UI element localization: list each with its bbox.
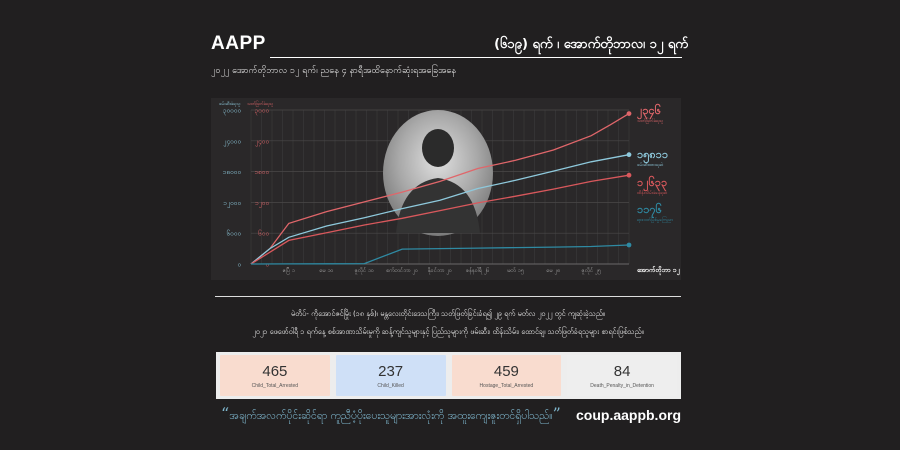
y-tick-label-right: ၃၀၀၀: [254, 107, 269, 116]
y-tick-label-left: ၀: [237, 261, 241, 269]
series-end-value: ၁၁၇၆: [637, 203, 662, 219]
series-name: သတ်ဖြတ်ခံရသူ: [637, 117, 663, 124]
stat-label: Child_Total_Arrested: [251, 382, 299, 389]
x-tick-label: နိုဝင်ဘာ ၂၀: [428, 266, 452, 275]
y-tick-label-left: ၁၈၀၀၀: [223, 168, 242, 176]
series-line: [250, 244, 630, 265]
x-tick-label: ဇူလိုင် ၂၅: [582, 266, 601, 275]
stat-label: Hostage_Total_Arrested: [479, 382, 534, 389]
stat-value: 84: [613, 362, 631, 380]
x-end-label: အောက်တိုဘာ ၁၂: [637, 266, 680, 276]
y-tick-label-left: ၆၀၀၀: [226, 230, 241, 238]
series-end-point: [626, 152, 632, 158]
x-tick-label: မေ ၁၀: [320, 268, 334, 274]
portrait-body: [396, 178, 480, 233]
series-end-point: [626, 111, 632, 116]
stat-card-death-penalty: 84 Death_Penalty_in_Detention: [567, 355, 677, 396]
x-tick-label: မေ ၂၈: [547, 268, 561, 275]
chart-end-labels: ၂၃၄၆သတ်ဖြတ်ခံရသူ၁၅၈၁၁ဖမ်းဆီးထားရဆဲ၁၂၆၃၃ထ…: [637, 104, 673, 223]
y-tick-label-left: ၃၀၀၀၀: [223, 107, 242, 116]
stat-value: 237: [378, 362, 404, 380]
series-line: [250, 154, 630, 265]
series-name: ရာဇဝတ်ပြစ်မှုကြေညာ: [637, 216, 673, 223]
stat-card-child-killed: 237 Child_Killed: [335, 355, 446, 396]
stat-card-hostage-arrested: 459 Hostage_Total_Arrested: [451, 355, 562, 396]
series-line: [250, 174, 630, 265]
open-quote-icon: “: [221, 404, 230, 423]
y-tick-label-right: ၁၈၀၀: [254, 168, 269, 176]
y-tick-label-left: ၁၂၀၀၀: [223, 199, 241, 208]
brand-logo-text: AAPP: [211, 33, 266, 54]
top-divider: [270, 57, 682, 58]
stat-label: Death_Penalty_in_Detention: [590, 382, 654, 389]
portrait-photo: [383, 110, 493, 236]
series-line: [250, 113, 630, 265]
headline: (၆၁၉) ရက် ၊ အောက်တိုဘာလ၊ ၁၂ ရက်: [494, 37, 688, 52]
series-name: ဖမ်းဆီးထားရဆဲ: [637, 162, 664, 168]
middle-divider: [215, 296, 681, 297]
series-end-value: ၁၅၈၁၁: [637, 148, 669, 164]
series-end-value: ၂၃၄၆: [637, 104, 661, 120]
x-tick-label: ဇူလိုင် ၁၀: [355, 266, 374, 275]
acknowledgement-text: အချက်အလက်ပိုင်းဆိုင်ရာ ကူညီပံ့ပိုးပေးသူမ…: [229, 410, 553, 422]
x-tick-label: ဇန်နဝါရီ ၂၆: [466, 266, 490, 275]
chart-series: [250, 111, 632, 265]
series-end-point: [626, 242, 632, 248]
y-tick-label-left: ၂၄၀၀၀: [223, 137, 241, 146]
portrait-head: [422, 129, 454, 167]
x-tick-label: မတ် ၁၅: [507, 266, 523, 275]
timeline-chart: ၀၀၆၀၀၀ ၆၀၀၁၂၀၀၀ ၁၂၀၀၁၈၀၀၀ ၁၈၀၀၂၄၀၀၀ ၂၄၀၀၃၀၀၀…: [211, 98, 681, 280]
stat-value: 459: [493, 362, 519, 380]
y-tick-label-right: ၂၄၀၀: [255, 137, 270, 146]
x-tick-label: ဧပြီ ၁: [283, 266, 295, 275]
stat-value: 465: [262, 362, 288, 380]
close-quote-icon: ”: [552, 404, 561, 423]
stats-bar: 465 Child_Total_Arrested 237 Child_Kille…: [216, 352, 681, 399]
axis-legend-right: သတ်ဖြတ်ခံရသူ: [247, 100, 273, 107]
axis-legend-left: ဖမ်းဆီးခံရသူ: [219, 101, 241, 107]
subtitle: ၂၀၂၂ အောက်တိုဘာလ ၁၂ ရက်၊ ညနေ ၄ နာရီအထိနေ…: [211, 66, 456, 76]
series-end-value: ၁၂၆၃၃: [637, 176, 668, 192]
caption-line-2: ၂၀၂၁ ဖေဖော်ဝါရီ ၁ ရက်နေ့ စစ်အာဏာသိမ်းမှု…: [252, 327, 644, 336]
x-tick-label: စက်တင်ဘာ ၂၀: [386, 266, 418, 275]
acknowledgement-note: “အချက်အလက်ပိုင်းဆိုင်ရာ ကူညီပံ့ပိုးပေးသူ…: [221, 404, 561, 425]
y-tick-label-right: ၆၀၀: [258, 230, 269, 238]
series-name: ထိန်းသိမ်းခံနေရဆဲ: [637, 190, 668, 196]
stat-label: Child_Killed: [377, 382, 404, 389]
stat-card-child-arrested: 465 Child_Total_Arrested: [220, 355, 330, 396]
website-url[interactable]: coup.aappb.org: [576, 407, 681, 423]
chart-axes: ၀၀၆၀၀၀ ၆၀၀၁၂၀၀၀ ၁၂၀၀၁၈၀၀၀ ၁၈၀၀၂၄၀၀၀ ၂၄၀၀၃၀၀၀…: [219, 100, 680, 276]
y-tick-label-right: ၁၂၀၀: [255, 199, 270, 208]
caption-line-1: မဲတိပ်- ကိုအောင်ဇင်မြိုး (၁၈ နှစ်)၊ မန္တ…: [291, 309, 605, 318]
series-end-point: [626, 172, 632, 178]
